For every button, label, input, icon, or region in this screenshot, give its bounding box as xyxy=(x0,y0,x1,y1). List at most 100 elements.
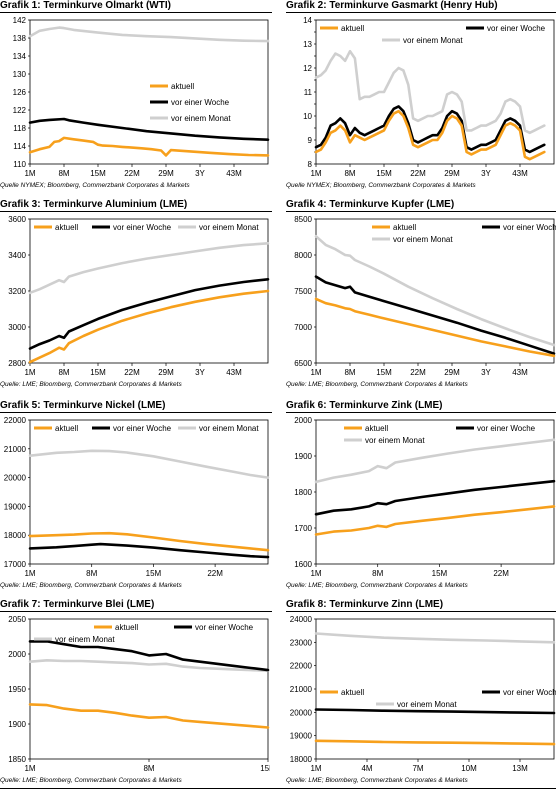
x-tick-label: 8M xyxy=(58,169,69,178)
y-tick-label: 22000 xyxy=(4,416,27,425)
x-tick-label: 13M xyxy=(512,764,528,773)
chart-panel-8: Grafik 8: Terminkurve Zinn (LME) 18000 190… xyxy=(286,599,556,793)
x-tick-label: 29M xyxy=(158,368,174,377)
y-tick-label: 20000 xyxy=(4,474,27,483)
title-rule xyxy=(286,12,556,13)
series-line-aktuell xyxy=(28,531,270,552)
x-tick-label: 8M xyxy=(372,569,383,578)
series-line-monat xyxy=(28,242,270,295)
x-tick-label: 22M xyxy=(493,569,509,578)
x-tick-label: 3Y xyxy=(481,368,491,377)
chart-source: Quelle NYMEX; Bloomberg, Commerzbank Cor… xyxy=(0,182,190,189)
y-tick-label: 23000 xyxy=(290,638,313,647)
chart-source: Quelle: LME; Bloomberg, Commerzbank Corp… xyxy=(286,381,468,388)
chart-source: Quelle: LME; Bloomberg, Commerzbank Corp… xyxy=(0,777,182,784)
title-rule xyxy=(286,211,556,212)
plot-frame xyxy=(29,419,269,565)
chart-title: Grafik 1: Terminkurve Olmarkt (WTI) xyxy=(0,0,171,11)
x-tick-label: 10M xyxy=(461,764,477,773)
x-tick-label: 22M xyxy=(410,169,426,178)
chart-source: Quelle: LME; Bloomberg, Commerzbank Corp… xyxy=(0,381,182,388)
x-tick-label: 29M xyxy=(158,169,174,178)
y-tick-label: 8500 xyxy=(294,215,312,224)
series-line-woche xyxy=(28,278,270,350)
plot-frame xyxy=(29,218,269,364)
x-tick-label: 29M xyxy=(444,368,460,377)
series-line-woche xyxy=(28,117,270,141)
title-rule xyxy=(0,211,272,212)
series-line-monat xyxy=(28,449,270,479)
series-line-monat xyxy=(314,632,556,644)
series-line-monat xyxy=(28,26,270,43)
series-line-woche xyxy=(314,708,556,715)
x-tick-label: 8M xyxy=(344,368,355,377)
y-tick-label: 1850 xyxy=(8,755,26,764)
series-line-aktuell xyxy=(314,505,556,536)
legend-label-monat: vor einem Monat xyxy=(365,436,425,445)
x-tick-label: 15M xyxy=(90,368,106,377)
title-rule xyxy=(0,412,272,413)
legend-label-monat: vor einem Monat xyxy=(171,114,231,123)
x-tick-label: 8M xyxy=(86,569,97,578)
series-line-woche xyxy=(314,105,546,154)
y-tick-label: 24000 xyxy=(290,615,313,624)
legend-label-aktuell: aktuell xyxy=(341,24,364,33)
y-tick-label: 1600 xyxy=(294,560,312,569)
y-tick-label: 11 xyxy=(304,88,313,97)
y-tick-label: 122 xyxy=(13,106,27,115)
x-tick-label: 15M xyxy=(376,169,392,178)
x-tick-label: 3Y xyxy=(195,169,205,178)
chart-title: Grafik 2: Terminkurve Gasmarkt (Henry Hu… xyxy=(286,0,498,11)
legend-label-woche: vor einer Woche xyxy=(477,424,536,433)
legend-label-aktuell: aktuell xyxy=(115,623,138,632)
x-tick-label: 43M xyxy=(226,169,242,178)
y-tick-label: 20000 xyxy=(290,708,313,717)
y-tick-label: 13 xyxy=(303,40,312,49)
x-tick-label: 7M xyxy=(412,764,423,773)
plot-frame xyxy=(29,618,269,760)
chart-svg: 8 9 10 11 12 13 14 1M 8M 15M 22M 29M 3Y 43M aktuell vor… xyxy=(303,16,555,178)
legend-label-monat: vor einem Monat xyxy=(199,424,259,433)
y-tick-label: 21000 xyxy=(4,445,27,454)
chart-panel-1: Grafik 1: Terminkurve Olmarkt (WTI) 110 11… xyxy=(0,0,272,198)
x-tick-label: 4M xyxy=(361,764,372,773)
chart-title: Grafik 7: Terminkurve Blei (LME) xyxy=(0,599,155,610)
y-tick-label: 17000 xyxy=(4,560,27,569)
y-tick-label: 3400 xyxy=(8,251,26,260)
y-tick-label: 2000 xyxy=(8,650,26,659)
chart-svg: 1600 1700 1800 1900 2000 1M 8M 15M 22M aktuell vor… xyxy=(294,416,556,578)
plot-frame xyxy=(315,419,555,565)
y-tick-label: 1800 xyxy=(294,488,312,497)
x-tick-label: 22M xyxy=(124,368,140,377)
title-rule xyxy=(286,412,556,413)
y-tick-label: 19000 xyxy=(4,502,27,511)
series-line-woche xyxy=(28,542,270,559)
x-tick-label: 1M xyxy=(310,569,321,578)
x-tick-label: 1M xyxy=(310,169,321,178)
plot-frame xyxy=(29,19,269,165)
x-tick-label: 43M xyxy=(512,368,528,377)
series-line-aktuell xyxy=(28,136,270,157)
chart-source: Quelle: LME; Bloomberg, Commerzbank Corp… xyxy=(286,582,468,589)
x-tick-label: 15M xyxy=(90,169,106,178)
y-tick-label: 3200 xyxy=(8,287,26,296)
series-line-aktuell xyxy=(314,109,546,161)
y-tick-label: 19000 xyxy=(290,732,313,741)
x-tick-label: 8M xyxy=(143,764,154,773)
y-tick-label: 126 xyxy=(13,88,27,97)
legend-label-monat: vor einem Monat xyxy=(397,700,457,709)
y-tick-label: 10 xyxy=(303,112,312,121)
chart-title: Grafik 5: Terminkurve Nickel (LME) xyxy=(0,400,166,411)
chart-svg: 18000 19000 20000 21000 22000 23000 24000 1M 4M 7… xyxy=(290,615,556,773)
series-line-woche xyxy=(28,640,270,672)
chart-title: Grafik 3: Terminkurve Aluminium (LME) xyxy=(0,199,188,210)
x-tick-label: 1M xyxy=(310,368,321,377)
legend-label-woche: vor einer Woche xyxy=(171,98,230,107)
chart-panel-2: Grafik 2: Terminkurve Gasmarkt (Henry Hu… xyxy=(286,0,556,198)
x-tick-label: 1M xyxy=(24,169,35,178)
x-tick-label: 8M xyxy=(344,169,355,178)
legend-label-monat: vor einem Monat xyxy=(403,36,463,45)
y-tick-label: 1900 xyxy=(8,720,26,729)
x-tick-label: 22M xyxy=(410,368,426,377)
y-tick-label: 2800 xyxy=(8,359,26,368)
